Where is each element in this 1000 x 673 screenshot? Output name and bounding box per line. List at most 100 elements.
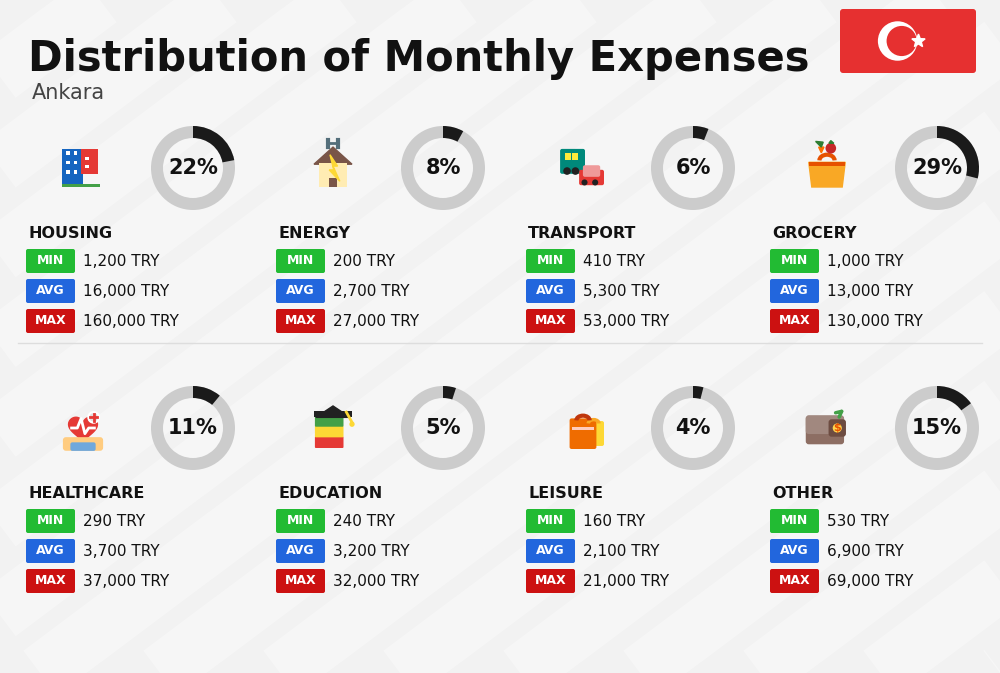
Wedge shape — [151, 126, 235, 210]
FancyBboxPatch shape — [74, 161, 77, 164]
Text: 16,000 TRY: 16,000 TRY — [83, 283, 169, 299]
Text: AVG: AVG — [780, 285, 809, 297]
Text: 160 TRY: 160 TRY — [583, 513, 645, 528]
Text: 69,000 TRY: 69,000 TRY — [827, 573, 913, 588]
FancyBboxPatch shape — [770, 569, 819, 593]
Text: AVG: AVG — [536, 544, 565, 557]
Text: 2,100 TRY: 2,100 TRY — [583, 544, 660, 559]
FancyBboxPatch shape — [570, 419, 596, 449]
FancyBboxPatch shape — [806, 415, 844, 434]
Text: MIN: MIN — [37, 514, 64, 528]
Wedge shape — [151, 386, 235, 470]
Text: 4%: 4% — [675, 418, 711, 438]
FancyBboxPatch shape — [85, 165, 89, 168]
Text: MAX: MAX — [535, 575, 566, 588]
Wedge shape — [937, 386, 971, 411]
Text: 3,700 TRY: 3,700 TRY — [83, 544, 160, 559]
Text: MAX: MAX — [35, 314, 66, 328]
Text: MIN: MIN — [287, 254, 314, 267]
Text: 8%: 8% — [425, 158, 461, 178]
Text: MAX: MAX — [35, 575, 66, 588]
Text: ENERGY: ENERGY — [278, 226, 350, 241]
Text: AVG: AVG — [286, 285, 315, 297]
FancyBboxPatch shape — [329, 178, 337, 187]
FancyBboxPatch shape — [770, 539, 819, 563]
Polygon shape — [816, 141, 823, 147]
Text: 11%: 11% — [168, 418, 218, 438]
Text: AVG: AVG — [286, 544, 315, 557]
FancyBboxPatch shape — [315, 437, 344, 448]
FancyBboxPatch shape — [809, 162, 845, 166]
Circle shape — [592, 180, 598, 186]
FancyBboxPatch shape — [276, 279, 325, 303]
Text: AVG: AVG — [536, 285, 565, 297]
FancyBboxPatch shape — [26, 279, 75, 303]
Text: 1,000 TRY: 1,000 TRY — [827, 254, 904, 269]
FancyBboxPatch shape — [70, 442, 96, 451]
Text: 410 TRY: 410 TRY — [583, 254, 645, 269]
Text: MIN: MIN — [781, 254, 808, 267]
Wedge shape — [693, 386, 703, 399]
Circle shape — [563, 167, 571, 175]
Text: EDUCATION: EDUCATION — [278, 486, 382, 501]
Text: 13,000 TRY: 13,000 TRY — [827, 283, 913, 299]
FancyBboxPatch shape — [276, 309, 325, 333]
Text: 27,000 TRY: 27,000 TRY — [333, 314, 419, 328]
Wedge shape — [693, 126, 708, 140]
Circle shape — [572, 167, 579, 175]
Polygon shape — [829, 141, 834, 143]
Polygon shape — [329, 155, 340, 181]
Polygon shape — [912, 34, 925, 46]
Wedge shape — [401, 386, 485, 470]
Circle shape — [349, 421, 355, 427]
Text: MIN: MIN — [37, 254, 64, 267]
Wedge shape — [937, 126, 979, 178]
Wedge shape — [443, 386, 456, 400]
FancyBboxPatch shape — [276, 249, 325, 273]
Text: 290 TRY: 290 TRY — [83, 513, 145, 528]
Text: MIN: MIN — [781, 514, 808, 528]
Text: 530 TRY: 530 TRY — [827, 513, 889, 528]
FancyBboxPatch shape — [26, 249, 75, 273]
Text: MAX: MAX — [779, 575, 810, 588]
Text: 53,000 TRY: 53,000 TRY — [583, 314, 669, 328]
Circle shape — [825, 143, 836, 153]
FancyBboxPatch shape — [276, 539, 325, 563]
Wedge shape — [401, 126, 485, 210]
FancyBboxPatch shape — [770, 279, 819, 303]
FancyBboxPatch shape — [770, 249, 819, 273]
Text: 37,000 TRY: 37,000 TRY — [83, 573, 169, 588]
Circle shape — [887, 26, 917, 56]
Wedge shape — [193, 386, 220, 405]
FancyBboxPatch shape — [26, 539, 75, 563]
Wedge shape — [443, 126, 463, 142]
Text: HOUSING: HOUSING — [28, 226, 112, 241]
FancyBboxPatch shape — [560, 149, 585, 174]
Wedge shape — [651, 126, 735, 210]
FancyBboxPatch shape — [583, 166, 600, 177]
FancyBboxPatch shape — [62, 149, 83, 187]
Text: MIN: MIN — [537, 254, 564, 267]
FancyBboxPatch shape — [315, 426, 344, 437]
Text: 15%: 15% — [912, 418, 962, 438]
Text: MAX: MAX — [535, 314, 566, 328]
FancyBboxPatch shape — [314, 411, 352, 417]
Text: 3,200 TRY: 3,200 TRY — [333, 544, 410, 559]
Text: TRANSPORT: TRANSPORT — [528, 226, 636, 241]
FancyBboxPatch shape — [315, 415, 344, 427]
Polygon shape — [316, 406, 350, 417]
Wedge shape — [651, 386, 735, 470]
Text: 1,200 TRY: 1,200 TRY — [83, 254, 160, 269]
Polygon shape — [809, 162, 845, 187]
Text: GROCERY: GROCERY — [772, 226, 856, 241]
Circle shape — [833, 423, 842, 433]
Text: 160,000 TRY: 160,000 TRY — [83, 314, 179, 328]
Text: 29%: 29% — [912, 158, 962, 178]
FancyBboxPatch shape — [770, 309, 819, 333]
Text: OTHER: OTHER — [772, 486, 833, 501]
Text: MAX: MAX — [285, 575, 316, 588]
Text: 32,000 TRY: 32,000 TRY — [333, 573, 419, 588]
Text: 22%: 22% — [168, 158, 218, 178]
Circle shape — [88, 412, 99, 423]
FancyBboxPatch shape — [276, 569, 325, 593]
